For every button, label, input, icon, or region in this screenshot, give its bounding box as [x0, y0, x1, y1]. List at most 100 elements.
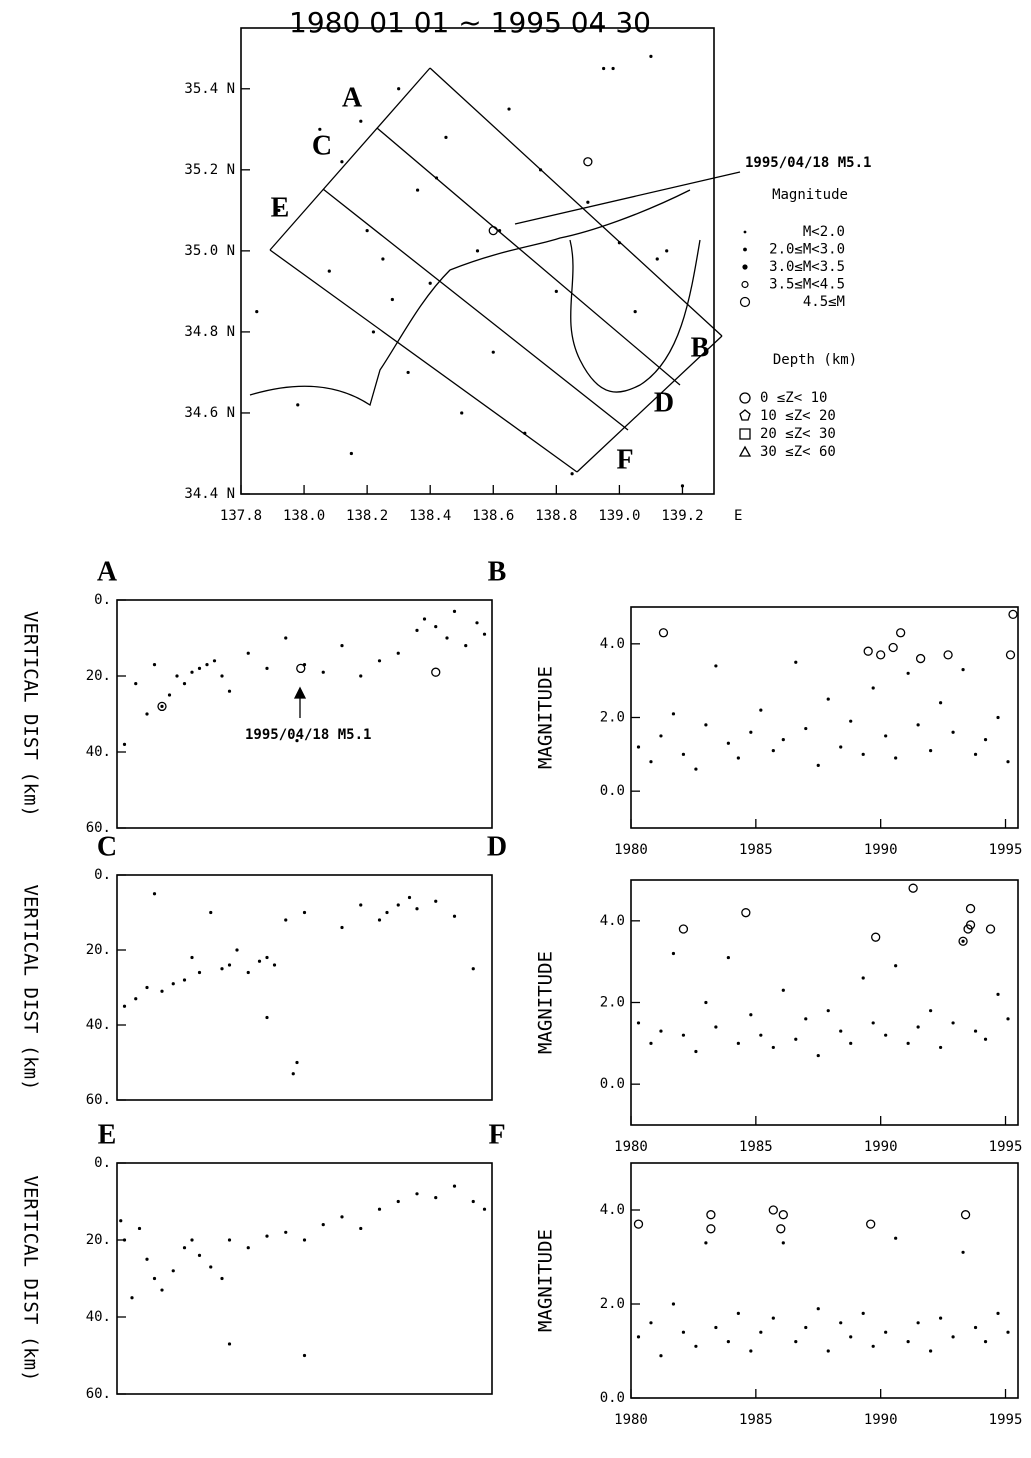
- arrow-head: [293, 686, 307, 699]
- legend-symbol: [742, 264, 748, 270]
- event-dot: [396, 1199, 400, 1204]
- event-dot: [804, 1325, 808, 1330]
- plot-frame: [116, 1162, 493, 1395]
- event-dot: [227, 1342, 232, 1346]
- event-dot: [759, 1033, 763, 1037]
- profile-label: F: [616, 444, 633, 475]
- profile-end-label: B: [488, 556, 507, 587]
- event-dot: [681, 1330, 686, 1334]
- event-dot: [649, 54, 653, 58]
- event-dot: [916, 1321, 920, 1325]
- event-dot: [428, 281, 432, 285]
- legend-symbol: [739, 392, 751, 404]
- event-dot: [849, 1335, 853, 1339]
- y-tick-label: 20.: [86, 668, 111, 684]
- large-event: [871, 932, 881, 942]
- large-event: [985, 924, 996, 934]
- event-dot: [160, 989, 164, 993]
- event-dot: [804, 1017, 808, 1021]
- event-dot: [507, 107, 511, 111]
- event-dot: [906, 671, 910, 675]
- event-dot: [726, 1340, 730, 1344]
- event-dot: [475, 621, 479, 625]
- x-tick-label: 139.0: [598, 508, 640, 524]
- plot-frame: [630, 606, 1019, 829]
- event-dot: [884, 734, 888, 738]
- profile-label: C: [312, 130, 332, 161]
- event-dot: [961, 1250, 965, 1254]
- event-dot: [415, 188, 420, 192]
- y-tick-label: 40.: [86, 744, 111, 760]
- y-axis-label: MAGNITUDE: [535, 666, 557, 769]
- event-dot: [212, 659, 217, 663]
- event-dot: [694, 1049, 698, 1054]
- event-dot: [284, 1230, 288, 1234]
- legend-label: 10 ≤Z< 20: [760, 408, 836, 424]
- event-dot: [160, 1288, 164, 1292]
- event-dot: [190, 670, 194, 674]
- event-dot: [302, 910, 307, 915]
- event-dot: [929, 749, 933, 753]
- event-dot: [983, 738, 988, 742]
- event-dot: [340, 925, 344, 930]
- event-dot: [794, 1340, 798, 1344]
- x-tick-label: 138.4: [409, 508, 451, 524]
- y-tick-label: 0.: [94, 867, 111, 883]
- y-tick-label: 2.0: [600, 1296, 625, 1312]
- event-dot: [839, 745, 843, 749]
- event-dot: [197, 666, 202, 671]
- legend-symbol: [739, 296, 751, 308]
- event-dot: [586, 200, 590, 204]
- y-tick-label: 60.: [86, 1092, 111, 1108]
- event-dot: [951, 730, 955, 734]
- event-dot: [152, 892, 157, 896]
- event-dot: [906, 1340, 910, 1344]
- event-dot: [665, 249, 669, 253]
- event-dot: [771, 749, 775, 753]
- x-tick-label: 1980: [614, 842, 648, 858]
- annotation: 1995/04/18 M5.1: [745, 155, 871, 171]
- event-dot: [861, 1311, 865, 1315]
- event-dot: [152, 1276, 157, 1281]
- x-tick-label: 138.8: [535, 508, 577, 524]
- legend-label: M<2.0: [803, 224, 845, 240]
- x-tick-label: 1995: [989, 842, 1023, 858]
- large-event: [876, 650, 886, 660]
- x-tick-label: 1980: [614, 1412, 648, 1428]
- event-dot: [284, 918, 288, 922]
- large-event: [633, 1219, 644, 1229]
- event-dot: [277, 208, 281, 212]
- event-dot: [284, 636, 288, 640]
- event-dot: [649, 1321, 653, 1325]
- y-axis-label: VERTICAL DIST (km): [20, 611, 42, 817]
- event-dot: [983, 1037, 988, 1041]
- event-dot: [265, 955, 269, 960]
- event-dot: [171, 1269, 175, 1273]
- x-axis-label: E: [734, 508, 742, 524]
- y-tick-label: 0.0: [600, 1390, 625, 1406]
- event-dot: [152, 663, 157, 667]
- event-dot: [349, 451, 353, 456]
- event-dot: [704, 1241, 708, 1245]
- event-dot: [871, 686, 875, 690]
- y-tick-label: 40.: [86, 1309, 111, 1325]
- x-tick-label: 138.0: [283, 508, 325, 524]
- x-tick-label: 139.2: [661, 508, 703, 524]
- event-dot: [482, 632, 487, 636]
- event-dot: [377, 659, 382, 663]
- event-dot: [570, 472, 574, 476]
- legend-label: 2.0≤M<3.0: [769, 242, 845, 258]
- event-dot: [220, 674, 224, 678]
- y-axis-label: MAGNITUDE: [535, 1229, 557, 1332]
- event-dot: [340, 644, 344, 648]
- event-dot: [359, 903, 363, 907]
- x-tick-label: 1990: [864, 1139, 898, 1155]
- event-dot: [861, 976, 865, 980]
- event-dot: [464, 644, 468, 648]
- y-tick-label: 35.4 N: [184, 81, 235, 97]
- large-event: [896, 628, 906, 638]
- strip-edge: [376, 127, 681, 386]
- event-dot: [759, 1330, 763, 1334]
- event-dot: [939, 701, 943, 705]
